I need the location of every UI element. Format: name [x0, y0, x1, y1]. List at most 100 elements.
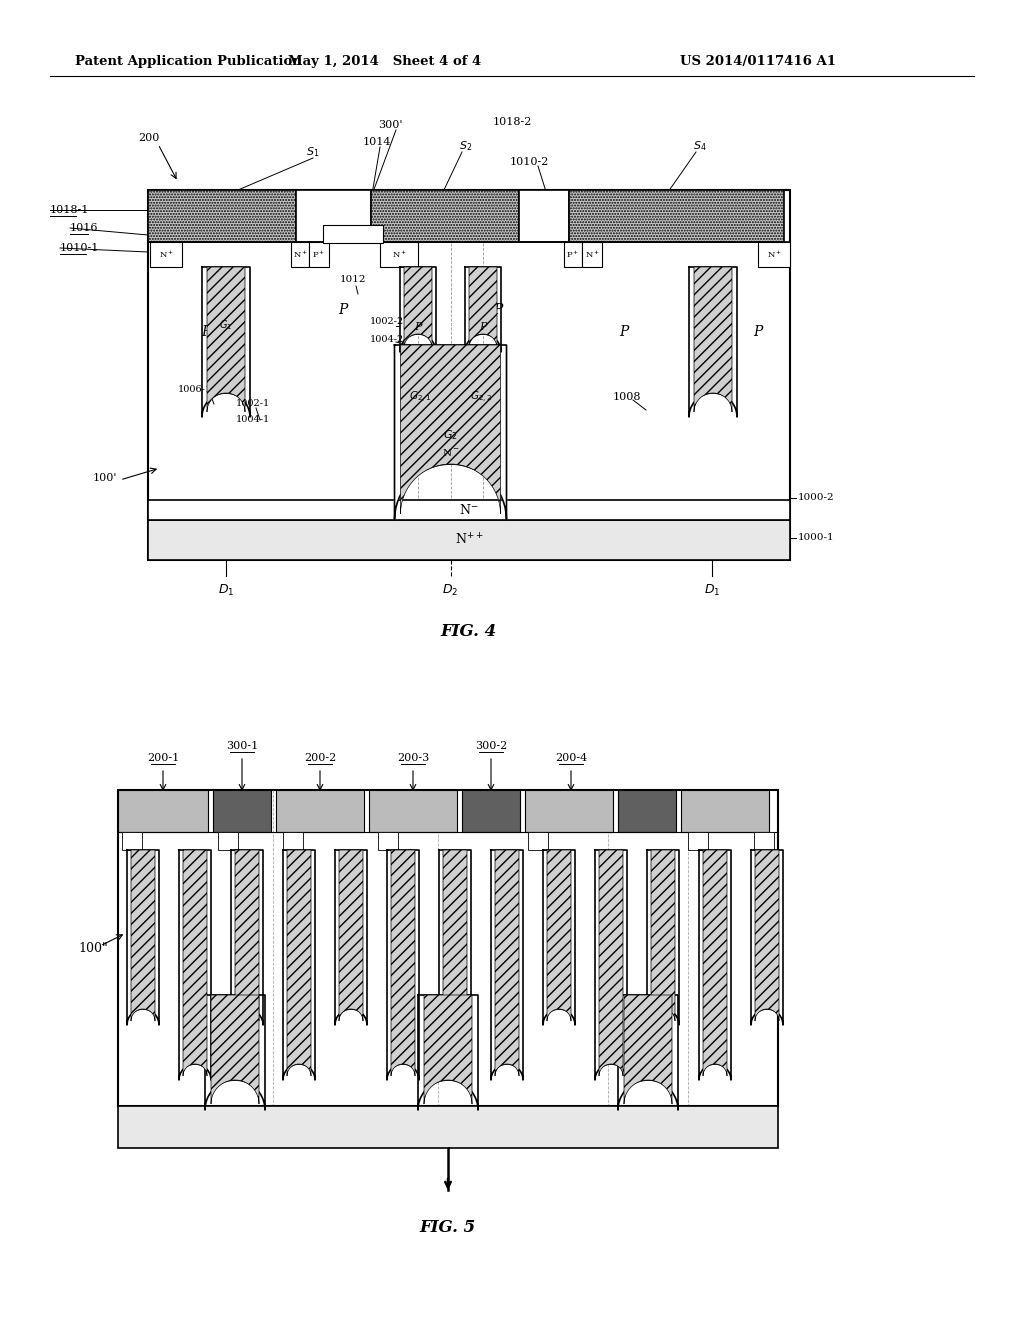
Text: P$^+$: P$^+$ [566, 248, 580, 260]
Text: P: P [620, 325, 629, 339]
Bar [150, 242, 182, 267]
Polygon shape [391, 850, 415, 1076]
Text: $D_2$: $D_2$ [442, 582, 459, 598]
Text: 1012: 1012 [340, 276, 367, 285]
Text: $G_2$: $G_2$ [443, 428, 458, 442]
Polygon shape [699, 850, 731, 1080]
Polygon shape [424, 995, 472, 1104]
Text: 100': 100' [93, 473, 118, 483]
Polygon shape [400, 267, 436, 352]
Polygon shape [490, 850, 523, 1080]
Text: 200-1: 200-1 [146, 752, 179, 763]
Text: P: P [338, 304, 348, 317]
Text: $S_2$: $S_2$ [460, 139, 473, 153]
Bar [681, 789, 769, 832]
Bar [378, 832, 398, 850]
Text: N$^+$: N$^+$ [391, 248, 407, 260]
Polygon shape [703, 850, 727, 1076]
Text: N$^{++}$: N$^{++}$ [455, 532, 483, 548]
Polygon shape [465, 267, 501, 352]
Text: 1018-1: 1018-1 [50, 205, 89, 215]
Polygon shape [127, 850, 159, 1026]
Text: Patent Application Publication: Patent Application Publication [75, 55, 302, 69]
Polygon shape [283, 850, 315, 1080]
Polygon shape [694, 267, 732, 412]
Polygon shape [599, 850, 623, 1076]
Text: 100": 100" [78, 941, 108, 954]
Text: P$^+$: P$^+$ [312, 248, 326, 260]
Bar [380, 242, 418, 267]
Polygon shape [443, 850, 467, 1020]
Polygon shape [231, 850, 263, 1026]
Bar [218, 832, 238, 850]
Polygon shape [400, 345, 501, 513]
Polygon shape [439, 850, 471, 1026]
Text: N$^+$: N$^+$ [159, 248, 173, 260]
Bar [528, 832, 548, 850]
Polygon shape [131, 850, 155, 1020]
Text: May 1, 2014   Sheet 4 of 4: May 1, 2014 Sheet 4 of 4 [289, 55, 481, 69]
Polygon shape [335, 850, 367, 1026]
Text: N$^+$: N$^+$ [767, 248, 781, 260]
Bar [754, 832, 774, 850]
Polygon shape [202, 267, 250, 417]
Text: 1014: 1014 [362, 137, 391, 147]
Text: 1008: 1008 [613, 392, 641, 403]
Text: 1004-2: 1004-2 [370, 334, 404, 343]
Bar [618, 789, 676, 832]
Bar [291, 242, 309, 267]
Polygon shape [179, 850, 211, 1080]
Bar [148, 520, 790, 560]
Polygon shape [543, 850, 575, 1026]
Bar [283, 832, 303, 850]
Bar [122, 832, 142, 850]
Polygon shape [234, 850, 259, 1020]
Text: $D_1$: $D_1$ [218, 582, 234, 598]
Polygon shape [618, 995, 678, 1110]
Text: $D_1$: $D_1$ [703, 582, 720, 598]
Bar [213, 789, 271, 832]
Text: N$^+$: N$^+$ [293, 248, 307, 260]
Polygon shape [211, 995, 259, 1104]
Text: 1006-1: 1006-1 [178, 385, 212, 395]
Polygon shape [404, 267, 432, 348]
Text: P: P [202, 325, 211, 339]
Bar [688, 832, 708, 850]
Text: N$^+$: N$^+$ [585, 248, 599, 260]
Polygon shape [689, 267, 737, 417]
Polygon shape [418, 995, 478, 1110]
Polygon shape [469, 267, 497, 348]
Text: N$^-$: N$^-$ [441, 447, 460, 458]
Text: $G_{2,2}$: $G_{2,2}$ [470, 389, 493, 404]
Polygon shape [755, 850, 779, 1020]
Text: 1004-1: 1004-1 [236, 416, 270, 425]
Bar [519, 190, 569, 242]
Text: P: P [754, 325, 763, 339]
Polygon shape [495, 850, 519, 1076]
Polygon shape [387, 850, 419, 1080]
Polygon shape [205, 995, 265, 1110]
Text: 1000-1: 1000-1 [798, 533, 835, 543]
Text: 1016: 1016 [70, 223, 98, 234]
Text: US 2014/0117416 A1: US 2014/0117416 A1 [680, 55, 836, 69]
Text: 1000-2: 1000-2 [798, 494, 835, 503]
Bar [758, 242, 790, 267]
Text: 300': 300' [378, 120, 402, 129]
Bar [369, 789, 457, 832]
Text: 200-3: 200-3 [397, 752, 429, 763]
Bar [148, 190, 296, 242]
Text: P: P [479, 322, 486, 333]
Text: $G_1$: $G_1$ [219, 318, 232, 331]
Text: 1002-1: 1002-1 [236, 400, 270, 408]
Text: $S_1$: $S_1$ [306, 145, 319, 158]
Bar [569, 190, 784, 242]
Bar [148, 190, 790, 560]
Bar [564, 242, 582, 267]
Polygon shape [394, 345, 507, 520]
Bar [118, 789, 778, 1106]
Bar [276, 789, 364, 832]
Polygon shape [624, 995, 672, 1104]
Text: $G_{2,1}$: $G_{2,1}$ [409, 389, 431, 404]
Bar [118, 1106, 778, 1148]
Text: 300-1: 300-1 [226, 741, 258, 751]
